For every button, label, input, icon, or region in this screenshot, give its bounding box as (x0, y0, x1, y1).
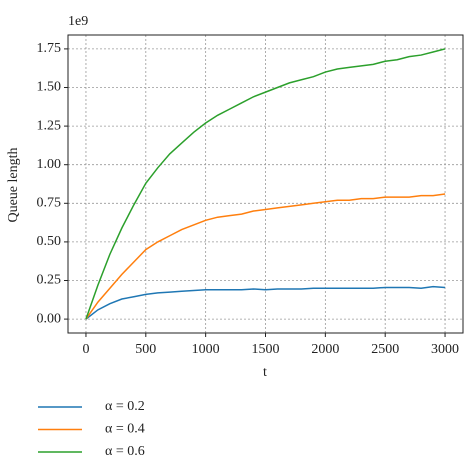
x-tick-label: 1500 (252, 342, 280, 357)
legend-label: α = 0.4 (105, 422, 145, 437)
x-axis-label: t (263, 365, 267, 380)
x-tick-label: 2000 (311, 342, 339, 357)
y-tick-label: 1.25 (37, 118, 62, 133)
y-tick-label: 1.00 (37, 157, 62, 172)
data-line (85, 193, 446, 320)
y-axis-label: Queue length (6, 147, 21, 222)
x-tick-label: 1000 (192, 342, 220, 357)
y-tick-label: 0.25 (37, 273, 62, 288)
y-tick-label: 1.75 (37, 41, 62, 56)
y-tick-label: 1.50 (37, 80, 62, 95)
legend-label: α = 0.2 (105, 399, 145, 414)
x-tick-label: 3000 (431, 342, 459, 357)
x-tick-label: 500 (135, 342, 156, 357)
y-tick-label: 0.00 (37, 311, 62, 326)
y-offset-label: 1e9 (68, 14, 88, 29)
y-tick-label: 0.50 (37, 234, 62, 249)
data-line (85, 48, 446, 320)
x-tick-label: 0 (82, 342, 89, 357)
data-line (85, 285, 446, 320)
x-tick-label: 2500 (371, 342, 399, 357)
y-tick-label: 0.75 (37, 196, 62, 211)
plot-frame (67, 34, 464, 334)
legend-label: α = 0.6 (105, 444, 145, 459)
